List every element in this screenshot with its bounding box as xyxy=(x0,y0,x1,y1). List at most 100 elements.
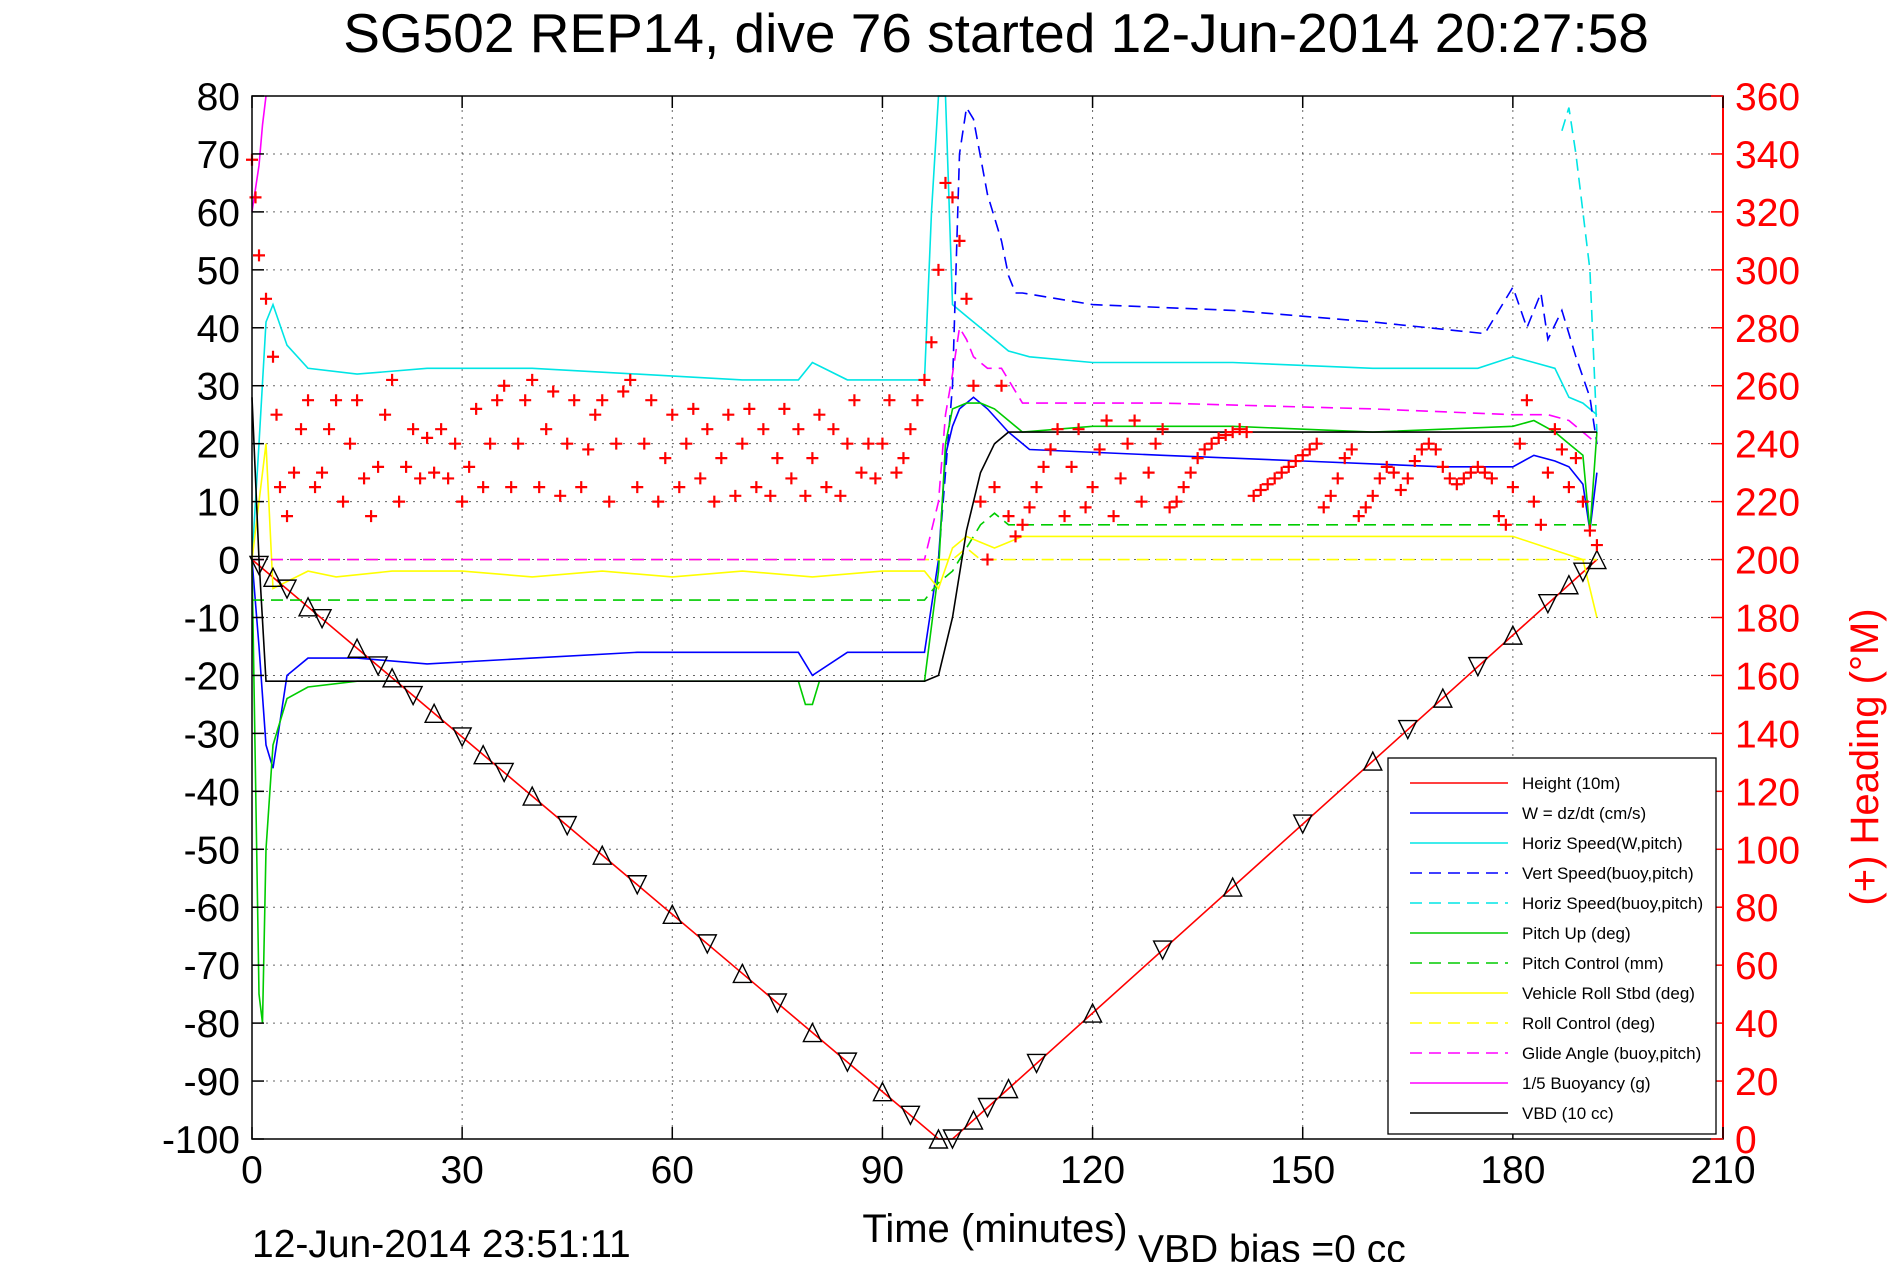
heading-marker xyxy=(449,437,462,450)
y-tick-label: 70 xyxy=(197,134,240,177)
depth-marker xyxy=(1222,876,1243,897)
heading-marker xyxy=(281,510,294,523)
heading-marker xyxy=(1002,510,1015,523)
heading-marker xyxy=(1184,466,1197,479)
heading-marker xyxy=(519,394,532,407)
y-tick-label: 80 xyxy=(197,76,240,119)
heading-marker xyxy=(1037,460,1050,473)
depth-marker xyxy=(1586,548,1608,570)
heading-marker xyxy=(596,394,609,407)
depth-marker xyxy=(592,844,613,865)
heading-marker xyxy=(1247,489,1260,502)
heading-marker xyxy=(1030,481,1043,494)
legend-entry: Pitch Control (mm) xyxy=(1522,954,1664,973)
heading-marker xyxy=(974,495,987,508)
heading-marker xyxy=(435,423,448,436)
heading-marker xyxy=(729,489,742,502)
heading-marker xyxy=(820,481,833,494)
heading-marker xyxy=(1170,495,1183,508)
heading-marker xyxy=(1100,414,1113,427)
heading-marker xyxy=(1394,484,1407,497)
heading-marker xyxy=(1471,460,1484,473)
heading-marker xyxy=(701,423,714,436)
heading-marker xyxy=(1450,478,1463,491)
heading-marker xyxy=(1352,510,1365,523)
heading-marker xyxy=(1142,466,1155,479)
series-line xyxy=(252,512,1597,601)
depth-marker xyxy=(381,667,403,688)
heading-marker xyxy=(624,373,637,386)
y-tick-label: -50 xyxy=(184,829,240,872)
heading-marker xyxy=(372,460,385,473)
series-line xyxy=(252,325,1598,561)
heading-marker xyxy=(1457,472,1470,485)
x-tick-label: 60 xyxy=(651,1149,694,1192)
heading-marker xyxy=(715,452,728,465)
heading-marker xyxy=(365,510,378,523)
y-tick-label: -30 xyxy=(184,713,240,756)
heading-marker xyxy=(288,466,301,479)
y-tick-label-right: 40 xyxy=(1735,1003,1778,1046)
depth-marker xyxy=(423,702,445,723)
legend-entry: Horiz Speed(W,pitch) xyxy=(1522,834,1683,853)
heading-marker xyxy=(1219,428,1232,441)
heading-marker xyxy=(1506,481,1519,494)
heading-marker xyxy=(1310,437,1323,450)
heading-marker xyxy=(1429,443,1442,456)
heading-marker xyxy=(967,379,980,392)
heading-marker xyxy=(1163,501,1176,514)
heading-marker xyxy=(1408,455,1421,468)
heading-marker xyxy=(666,408,679,421)
heading-marker xyxy=(1443,472,1456,485)
y-tick-label-right: 240 xyxy=(1735,424,1800,467)
heading-marker xyxy=(1023,501,1036,514)
heading-marker xyxy=(771,452,784,465)
legend-entry: Vert Speed(buoy,pitch) xyxy=(1522,864,1694,883)
depth-marker xyxy=(1292,814,1313,835)
heading-marker xyxy=(743,402,756,415)
heading-marker xyxy=(1268,472,1281,485)
depth-marker xyxy=(367,656,389,677)
depth-marker xyxy=(557,815,578,837)
heading-marker xyxy=(582,443,595,456)
heading-marker xyxy=(456,495,469,508)
y-tick-label-right: 320 xyxy=(1735,192,1800,235)
heading-marker xyxy=(708,495,721,508)
depth-marker xyxy=(1467,656,1488,678)
legend-entry: Pitch Up (deg) xyxy=(1522,924,1631,943)
y-tick-label-right: 220 xyxy=(1735,482,1800,525)
heading-marker xyxy=(687,402,700,415)
depth-marker xyxy=(1432,687,1453,708)
depth-marker xyxy=(402,685,424,707)
heading-marker xyxy=(1114,472,1127,485)
heading-marker xyxy=(407,423,420,436)
heading-marker xyxy=(722,408,735,421)
heading-marker xyxy=(1205,437,1218,450)
series-line xyxy=(937,105,1598,560)
heading-marker xyxy=(778,402,791,415)
depth-marker xyxy=(872,1081,893,1102)
heading-marker xyxy=(463,460,476,473)
heading-marker xyxy=(862,437,875,450)
heading-marker xyxy=(799,489,812,502)
heading-marker xyxy=(589,408,602,421)
heading-marker xyxy=(680,437,693,450)
heading-marker xyxy=(1009,530,1022,543)
depth-marker xyxy=(1572,562,1594,583)
heading-marker xyxy=(1415,443,1428,456)
heading-marker xyxy=(1478,466,1491,479)
y-tick-label-right: 60 xyxy=(1735,945,1778,988)
heading-marker xyxy=(1107,510,1120,523)
depth-marker xyxy=(346,637,368,658)
y-tick-label: -70 xyxy=(184,945,240,988)
depth-marker xyxy=(522,785,543,806)
heading-marker xyxy=(841,437,854,450)
heading-marker xyxy=(568,394,581,407)
heading-marker xyxy=(554,489,567,502)
depth-marker xyxy=(1502,624,1523,645)
heading-marker xyxy=(1317,501,1330,514)
heading-marker xyxy=(1464,466,1477,479)
heading-marker xyxy=(533,481,546,494)
heading-marker xyxy=(1198,443,1211,456)
